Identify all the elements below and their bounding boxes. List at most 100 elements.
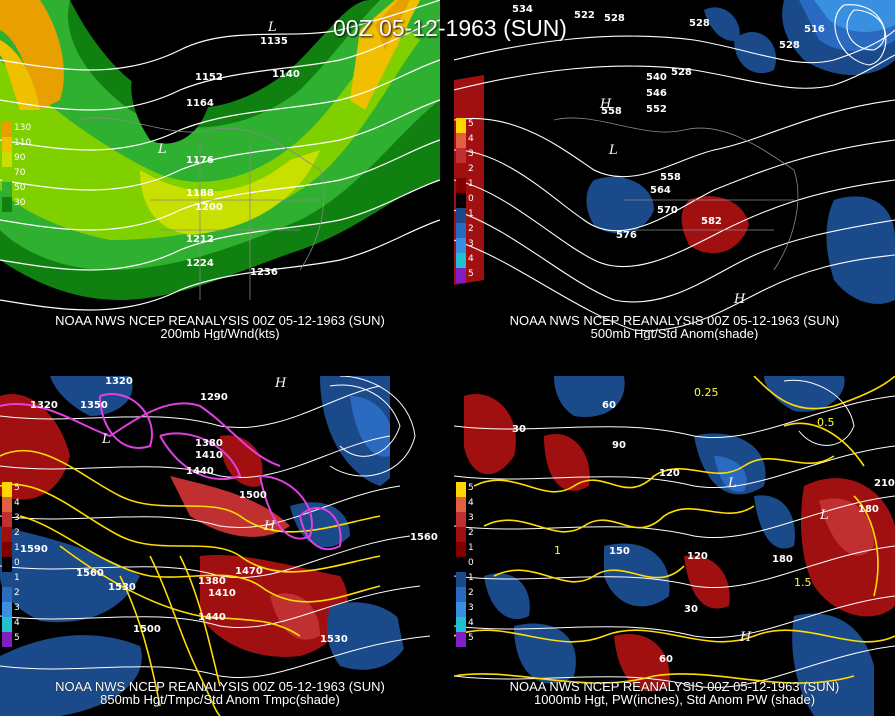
panel-title-line2: 850mb Hgt/Tmpc/Std Anom Tmpc(shade) (100, 692, 340, 707)
high-pressure-marker: H (740, 630, 752, 645)
map-1000mb (454, 376, 895, 716)
legend-swatch (456, 617, 466, 632)
map-timestamp-title: 00Z 05-12-1963 (SUN) (333, 15, 567, 41)
legend-swatch (2, 512, 12, 527)
contour-label: 528 (689, 18, 710, 29)
legend-label: 5 (468, 483, 474, 493)
legend-entry: 2 (456, 527, 482, 542)
legend-entry: 5 (456, 482, 482, 497)
legend-label: 5 (14, 483, 20, 493)
legend-entry: 70 (2, 167, 28, 182)
legend-label: 2 (468, 528, 474, 538)
legend-label: 4 (468, 134, 474, 144)
legend-entry: 1 (456, 178, 482, 193)
contour-label: 576 (616, 230, 637, 241)
pw-contour-label: 1 (554, 544, 561, 557)
std-anomaly-legend: 5 4 3 2 1 0 1 2 3 4 5 (456, 118, 482, 283)
pw-contour-label: 1.5 (794, 576, 812, 589)
legend-entry: 2 (456, 163, 482, 178)
legend-entry: 2 (456, 587, 482, 602)
legend-label: 0 (468, 558, 474, 568)
legend-swatch (456, 148, 466, 163)
legend-label: 0 (14, 558, 20, 568)
contour-label: 1560 (76, 568, 104, 579)
legend-swatch (456, 542, 466, 557)
legend-label: 5 (468, 119, 474, 129)
contour-label: 1200 (195, 202, 223, 213)
legend-swatch (2, 587, 12, 602)
legend-swatch (2, 497, 12, 512)
legend-entry: 0 (456, 557, 482, 572)
panel-title: NOAA NWS NCEP REANALYSIS 00Z 05-12-1963 … (454, 680, 895, 706)
contour-label: 1350 (80, 400, 108, 411)
contour-label: 1440 (186, 466, 214, 477)
legend-swatch (2, 542, 12, 557)
legend-entry: 5 (2, 632, 28, 647)
contour-label: 120 (687, 551, 708, 562)
low-pressure-marker: L (728, 476, 737, 491)
legend-swatch (456, 253, 466, 268)
contour-label: 1176 (186, 155, 214, 166)
legend-entry: 2 (2, 527, 28, 542)
legend-swatch (456, 557, 466, 572)
legend-entry: 5 (2, 482, 28, 497)
legend-label: 1 (468, 179, 474, 189)
legend-label: 4 (468, 618, 474, 628)
low-pressure-marker: L (158, 142, 167, 157)
contour-label: 150 (609, 546, 630, 557)
wind-speed-legend: 130 110 90 70 50 30 (2, 122, 31, 212)
contour-label: 1290 (200, 392, 228, 403)
contour-label: 570 (657, 205, 678, 216)
legend-label: 2 (468, 588, 474, 598)
legend-label: 3 (468, 149, 474, 159)
contour-label: 528 (779, 40, 800, 51)
legend-swatch (2, 527, 12, 542)
legend-swatch (456, 632, 466, 647)
legend-label: 50 (14, 183, 26, 193)
contour-label: 1212 (186, 234, 214, 245)
contour-label: 1135 (260, 36, 288, 47)
legend-entry: 4 (456, 617, 482, 632)
map-500mb (454, 0, 895, 340)
contour-label: 528 (671, 67, 692, 78)
legend-swatch (456, 238, 466, 253)
legend-swatch (2, 182, 12, 197)
legend-entry: 30 (2, 197, 28, 212)
legend-swatch (2, 122, 12, 137)
legend-label: 4 (468, 498, 474, 508)
legend-entry: 3 (456, 512, 482, 527)
legend-entry: 4 (456, 253, 482, 268)
legend-swatch (456, 208, 466, 223)
legend-entry: 5 (456, 118, 482, 133)
legend-entry: 50 (2, 182, 28, 197)
contour-label: 120 (659, 468, 680, 479)
contour-label: 1530 (320, 634, 348, 645)
contour-label: 1470 (235, 566, 263, 577)
legend-swatch (456, 118, 466, 133)
legend-swatch (456, 163, 466, 178)
legend-label: 2 (468, 164, 474, 174)
legend-entry: 3 (2, 512, 28, 527)
contour-label: 90 (612, 440, 626, 451)
panel-850mb: 5 4 3 2 1 0 1 2 3 4 5 1320 1350 1290 1380 1410 144… (0, 376, 440, 716)
high-pressure-marker: H (734, 292, 746, 307)
panel-title-line1: NOAA NWS NCEP REANALYSIS 00Z 05-12-1963 … (509, 679, 840, 694)
contour-label: 1320 (105, 376, 133, 387)
contour-label: 1164 (186, 98, 214, 109)
legend-label: 4 (14, 498, 20, 508)
contour-label: 522 (574, 10, 595, 21)
panel-title: NOAA NWS NCEP REANALYSIS 00Z 05-12-1963 … (0, 314, 440, 340)
contour-label: 1188 (186, 188, 214, 199)
std-anomaly-legend: 5 4 3 2 1 0 1 2 3 4 5 (456, 482, 482, 647)
legend-label: 2 (14, 528, 20, 538)
legend-swatch (2, 152, 12, 167)
legend-swatch (456, 572, 466, 587)
contour-label: 1440 (198, 612, 226, 623)
legend-label: 1 (468, 573, 474, 583)
legend-entry: 4 (2, 497, 28, 512)
panel-title-line1: NOAA NWS NCEP REANALYSIS 00Z 05-12-1963 … (509, 313, 840, 328)
contour-label: 180 (858, 504, 879, 515)
panel-title: NOAA NWS NCEP REANALYSIS 00Z 05-12-1963 … (0, 680, 440, 706)
